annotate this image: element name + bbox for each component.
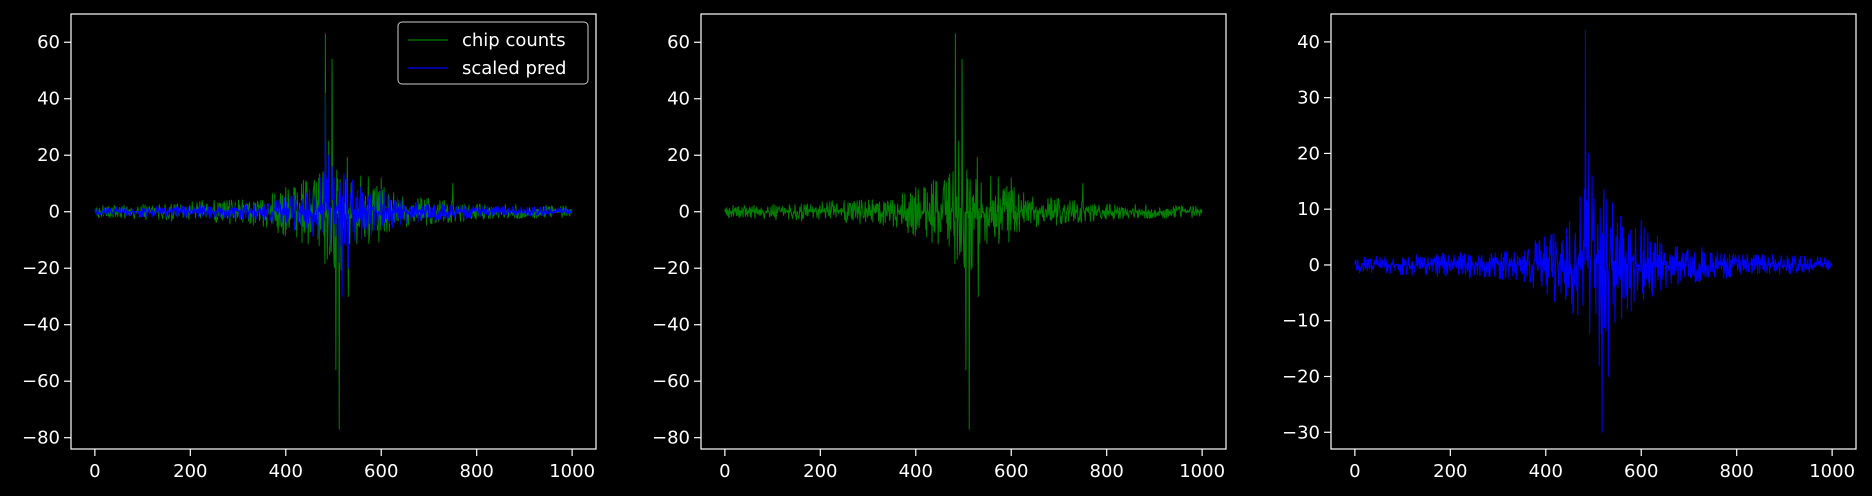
y-tick-label: 0 xyxy=(679,202,690,223)
x-tick-label: 400 xyxy=(1529,461,1563,482)
x-tick-label: 800 xyxy=(460,461,494,482)
y-tick-label: −10 xyxy=(1282,311,1320,332)
y-tick-label: −20 xyxy=(1282,367,1320,388)
y-tick-label: −80 xyxy=(652,428,690,449)
y-tick-label: 40 xyxy=(37,89,60,110)
y-tick-label: 30 xyxy=(1297,88,1320,109)
y-tick-label: 60 xyxy=(667,32,690,53)
y-tick-label: 0 xyxy=(1309,255,1320,276)
x-tick-label: 600 xyxy=(1624,461,1658,482)
y-tick-label: −60 xyxy=(652,371,690,392)
chart-panel-3: 0 200 400 600 800 1000 −30 −20 −10 0 10 20 30 40 xyxy=(1282,13,1857,482)
y-tick-label: 40 xyxy=(1297,32,1320,53)
x-tick-label: 200 xyxy=(803,461,837,482)
y-tick-label: 20 xyxy=(37,145,60,166)
plot-frame xyxy=(1330,13,1857,450)
chart-panel-2: 0 200 400 600 800 1000 −80 −60 −40 −20 0 20 40 60 xyxy=(652,13,1227,482)
y-tick-label: −20 xyxy=(652,258,690,279)
x-tick-label: 600 xyxy=(994,461,1028,482)
legend-label: chip counts xyxy=(462,30,566,51)
x-tick-label: 200 xyxy=(1433,461,1467,482)
x-tick-label: 600 xyxy=(364,461,398,482)
y-tick-label: 60 xyxy=(37,32,60,53)
x-tick-label: 0 xyxy=(719,461,730,482)
x-tick-label: 200 xyxy=(173,461,207,482)
chart-panel-1: 0 200 400 600 800 1000 −80 −60 −40 −20 0 20 40 60 chip… xyxy=(22,13,597,482)
legend: chip counts scaled pred xyxy=(397,21,589,85)
y-tick-label: 10 xyxy=(1297,199,1320,220)
series-group xyxy=(94,33,573,430)
y-tick-label: 20 xyxy=(1297,143,1320,164)
x-tick-label: 1000 xyxy=(1809,461,1855,482)
y-tick-label: 40 xyxy=(667,89,690,110)
series-line-scaled-pred xyxy=(94,92,573,297)
legend-label: scaled pred xyxy=(462,58,566,79)
x-tick-label: 800 xyxy=(1090,461,1124,482)
x-tick-label: 800 xyxy=(1720,461,1754,482)
y-tick-label: 0 xyxy=(49,202,60,223)
y-tick-label: −30 xyxy=(1282,422,1320,443)
series-group xyxy=(1354,30,1833,433)
series-line-series-1 xyxy=(1354,30,1833,433)
series-line-series-1 xyxy=(724,33,1203,430)
x-tick-label: 0 xyxy=(89,461,100,482)
x-tick-label: 400 xyxy=(269,461,303,482)
y-tick-label: −40 xyxy=(22,315,60,336)
plot-frame xyxy=(700,13,1227,450)
x-tick-label: 1000 xyxy=(1179,461,1225,482)
y-tick-label: −60 xyxy=(22,371,60,392)
x-tick-label: 1000 xyxy=(549,461,595,482)
x-tick-label: 0 xyxy=(1349,461,1360,482)
y-tick-label: 20 xyxy=(667,145,690,166)
y-tick-label: −40 xyxy=(652,315,690,336)
series-group xyxy=(724,33,1203,430)
x-tick-label: 400 xyxy=(899,461,933,482)
y-tick-label: −80 xyxy=(22,428,60,449)
y-tick-label: −20 xyxy=(22,258,60,279)
plot-frame xyxy=(70,13,597,450)
